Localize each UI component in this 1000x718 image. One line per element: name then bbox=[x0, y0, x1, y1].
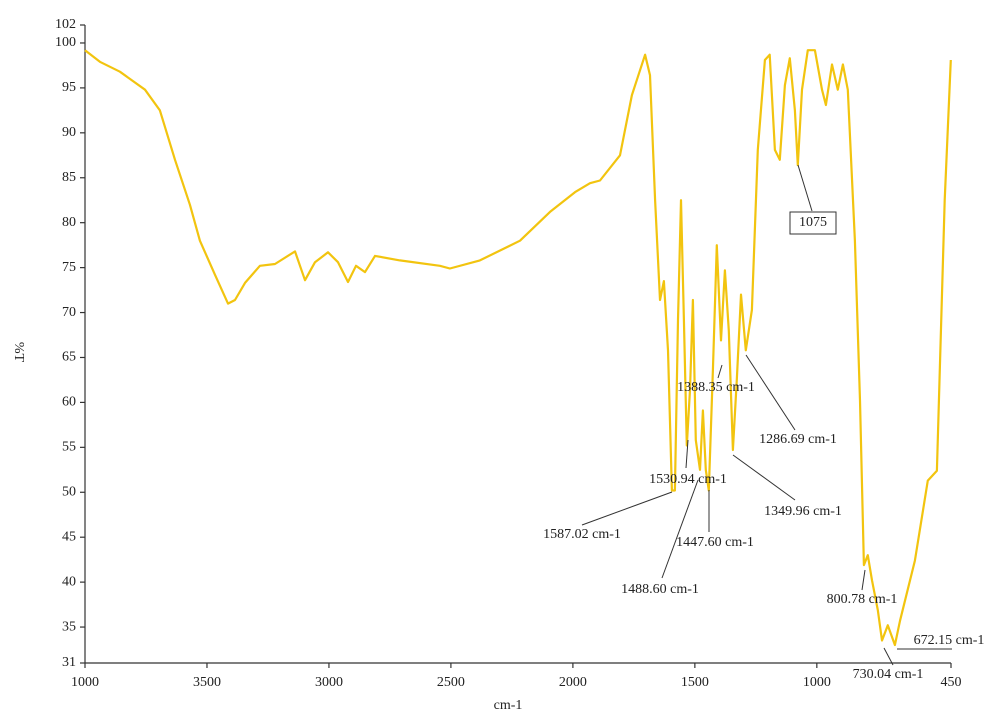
annotation-leader bbox=[745, 354, 796, 431]
x-tick-label: 3500 bbox=[193, 675, 221, 690]
annotation: 1447.60 cm-1 bbox=[676, 535, 754, 550]
y-tick-label: 95 bbox=[62, 80, 76, 95]
annotation: 1349.96 cm-1 bbox=[764, 504, 842, 519]
y-tick-label: 35 bbox=[62, 619, 76, 634]
annotation: 800.78 cm-1 bbox=[827, 592, 898, 607]
annotation: 1388.35 cm-1 bbox=[677, 380, 755, 395]
x-tick-label: 1000 bbox=[71, 675, 99, 690]
x-tick-label: 450 bbox=[941, 675, 962, 690]
x-tick-label: 2500 bbox=[437, 675, 465, 690]
spectrum-line bbox=[84, 49, 952, 647]
x-axis-label: cm-1 bbox=[494, 698, 523, 713]
annotation-box bbox=[789, 211, 837, 235]
y-tick-label: 65 bbox=[62, 350, 76, 365]
annotation-leader bbox=[883, 647, 894, 666]
annotation: 1075 bbox=[799, 215, 827, 230]
y-tick-label: 50 bbox=[62, 484, 76, 499]
y-tick-label: 55 bbox=[62, 440, 76, 455]
x-tick-label: 3000 bbox=[315, 675, 343, 690]
annotation-leader bbox=[797, 164, 813, 212]
y-tick-label: 45 bbox=[62, 529, 76, 544]
y-tick-label: 70 bbox=[62, 305, 76, 320]
annotation-leader bbox=[661, 479, 699, 579]
y-axis-label: %T bbox=[11, 342, 26, 363]
annotation: 1587.02 cm-1 bbox=[543, 527, 621, 542]
annotation-leader bbox=[581, 491, 673, 526]
y-tick-label: 40 bbox=[62, 574, 76, 589]
y-tick-label: 80 bbox=[62, 215, 76, 230]
annotation-leader bbox=[717, 364, 723, 379]
annotation-leader bbox=[685, 439, 689, 469]
y-tick-label: 102 bbox=[55, 17, 76, 32]
y-tick-label: 60 bbox=[62, 395, 76, 410]
annotation: 1286.69 cm-1 bbox=[759, 432, 837, 447]
y-tick-label: 100 bbox=[55, 35, 76, 50]
y-tick-label: 75 bbox=[62, 260, 76, 275]
y-tick-label: 31 bbox=[62, 655, 76, 670]
annotation-leader bbox=[861, 569, 866, 591]
x-tick-label: 1000 bbox=[803, 675, 831, 690]
annotation: 672.15 cm-1 bbox=[914, 633, 985, 648]
annotation-leader bbox=[732, 454, 796, 501]
annotation: 1530.94 cm-1 bbox=[649, 472, 727, 487]
x-tick-label: 2000 bbox=[559, 675, 587, 690]
annotation: 1488.60 cm-1 bbox=[621, 582, 699, 597]
x-tick-label: 1500 bbox=[681, 675, 709, 690]
y-tick-label: 85 bbox=[62, 170, 76, 185]
y-tick-label: 90 bbox=[62, 125, 76, 140]
annotation: 730.04 cm-1 bbox=[853, 667, 924, 682]
